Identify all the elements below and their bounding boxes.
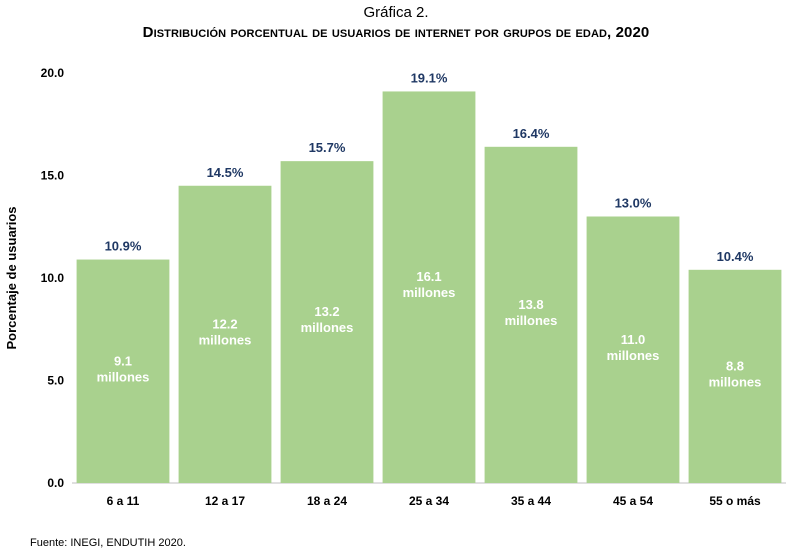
x-tick-label: 55 o más	[709, 494, 761, 508]
bar-3	[280, 161, 374, 483]
x-tick-label: 18 a 24	[307, 494, 347, 508]
value-label: 14.5%	[207, 165, 244, 180]
bar-inner-label: millones	[709, 374, 762, 389]
value-label: 10.4%	[717, 249, 754, 264]
bar-inner-label: 9.1	[114, 353, 132, 368]
bar-inner-label: 16.1	[416, 269, 441, 284]
bar-inner-label: millones	[607, 348, 660, 363]
bar-5	[484, 146, 578, 484]
bar-inner-label: millones	[505, 313, 558, 328]
bar-inner-label: 8.8	[726, 358, 744, 373]
y-tick-label: 5.0	[47, 374, 64, 388]
bar-inner-label: 13.2	[314, 304, 339, 319]
bar-inner-label: millones	[403, 285, 456, 300]
x-tick-label: 12 a 17	[205, 494, 245, 508]
value-label: 16.4%	[513, 126, 550, 141]
bar-6	[586, 216, 680, 483]
bar-inner-label: 13.8	[518, 297, 543, 312]
bar-1	[76, 259, 170, 483]
x-tick-label: 35 a 44	[511, 494, 551, 508]
x-tick-label: 6 a 11	[107, 494, 140, 508]
bar-2	[178, 185, 272, 483]
value-label: 15.7%	[309, 140, 346, 155]
value-label: 10.9%	[105, 239, 142, 254]
bar-inner-label: millones	[199, 332, 252, 347]
y-tick-label: 0.0	[47, 476, 64, 490]
bar-7	[688, 269, 782, 483]
value-label: 13.0%	[615, 196, 652, 211]
bar-inner-label: 12.2	[212, 316, 237, 331]
bar-4	[382, 91, 476, 483]
bar-inner-label: 11.0	[621, 332, 646, 347]
x-tick-label: 25 a 34	[409, 494, 449, 508]
value-label: 19.1%	[411, 70, 448, 85]
bar-inner-label: millones	[301, 320, 354, 335]
bar-inner-label: millones	[97, 369, 150, 384]
chart-source: Fuente: INEGI, ENDUTIH 2020.	[30, 537, 186, 549]
y-tick-label: 20.0	[41, 66, 65, 80]
chart-title: Distribución porcentual de usuarios de i…	[142, 24, 650, 41]
y-tick-label: 10.0	[41, 271, 65, 285]
x-tick-label: 45 a 54	[613, 494, 653, 508]
y-tick-label: 15.0	[41, 169, 65, 183]
y-axis-label: Porcentaje de usuarios	[4, 206, 19, 349]
chart-supertitle: Gráfica 2.	[363, 4, 429, 21]
